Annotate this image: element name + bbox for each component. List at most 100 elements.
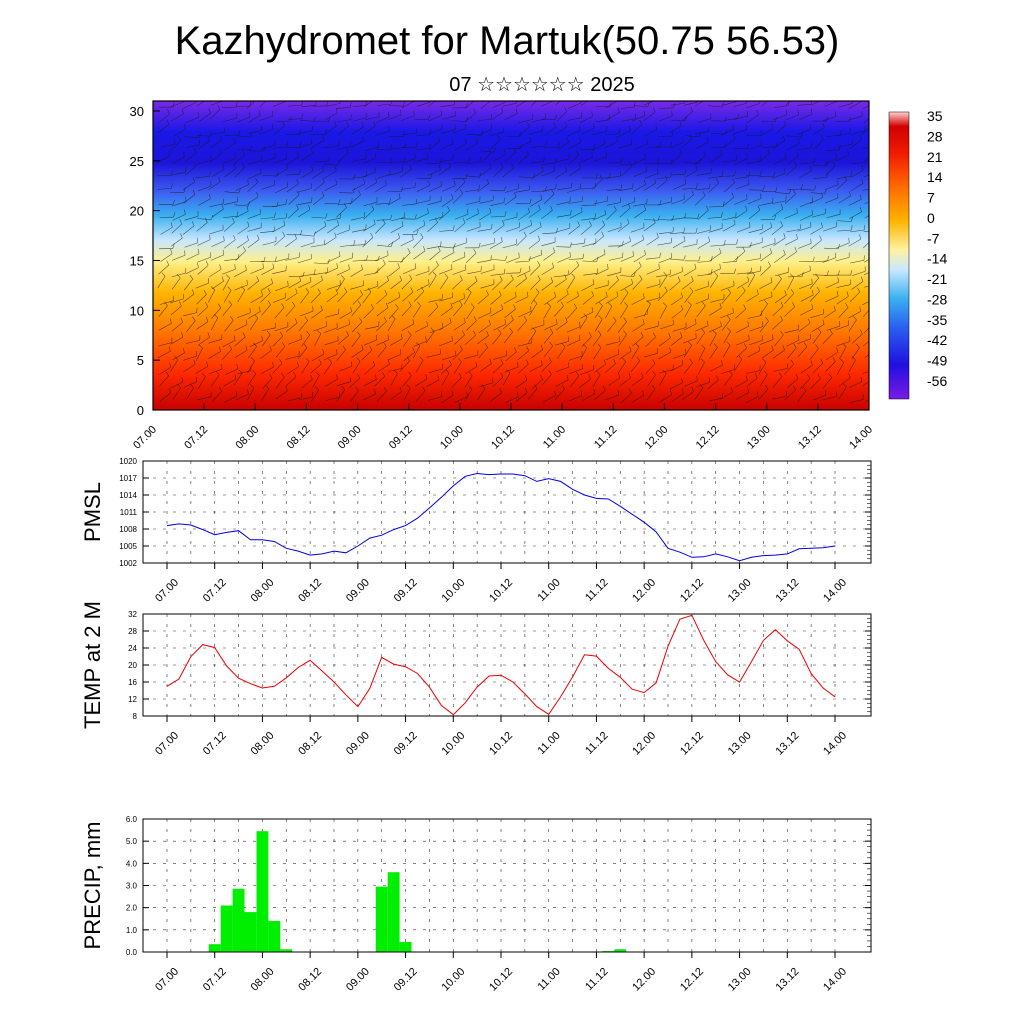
- x-tick-label: 10.00: [439, 730, 467, 758]
- x-tick-label: 13.12: [773, 730, 801, 758]
- x-tick-label: 11.12: [583, 730, 610, 757]
- x-tick-label: 14.00: [821, 730, 849, 758]
- x-tick-label: 10.12: [487, 730, 515, 758]
- y-tick-label: 1014: [119, 491, 137, 500]
- panel-background: [143, 461, 871, 563]
- x-tick-label: 10.12: [487, 577, 515, 605]
- x-tick-label: 12.00: [630, 577, 658, 605]
- wind-barb-flag: [875, 250, 876, 255]
- x-tick-label: 10.00: [439, 577, 467, 605]
- x-tick-label: 11.00: [535, 577, 562, 604]
- y-tick-label: 3.0: [126, 882, 138, 891]
- x-tick-label: 10.12: [487, 966, 515, 994]
- y-tick-label: 1011: [120, 508, 138, 517]
- precip-bar: [221, 906, 233, 953]
- y-tick-label: 1017: [119, 474, 137, 483]
- x-tick-label: 13.12: [773, 577, 801, 605]
- wind-barb-flag: [872, 333, 874, 338]
- heatmap-y-tick-label: 15: [130, 253, 144, 268]
- heatmap-y-tick-label: 10: [130, 303, 144, 318]
- colorbar-label: -7: [927, 230, 940, 246]
- colorbar-scale: [889, 112, 909, 399]
- heatmap-x-tick-label: 07.12: [182, 424, 210, 452]
- x-tick-label: 13.12: [773, 966, 801, 994]
- heatmap-y-tick-label: 20: [130, 204, 144, 219]
- x-tick-label: 13.00: [726, 730, 754, 758]
- y-tick-label: 16: [128, 678, 137, 687]
- wind-barb-flag: [874, 294, 875, 299]
- x-tick-label: 14.00: [821, 966, 849, 994]
- y-tick-label: 6.0: [126, 815, 138, 824]
- heatmap-x-tick-label: 10.12: [489, 424, 517, 452]
- wind-barb-flag: [877, 143, 878, 148]
- heatmap-x-tick-label: 08.00: [233, 424, 261, 452]
- heatmap-x-tick-label: 07.00: [131, 424, 159, 452]
- wind-barb-flag: [705, 93, 707, 98]
- colorbar-label: 28: [927, 128, 943, 144]
- colorbar-label: -21: [927, 271, 947, 287]
- x-tick-label: 09.12: [392, 730, 420, 758]
- wind-barb-flag: [871, 318, 874, 322]
- wind-barb-flag: [869, 302, 872, 306]
- y-tick-label: 1.0: [126, 926, 138, 935]
- x-tick-label: 08.00: [249, 730, 277, 758]
- x-tick-label: 13.00: [726, 577, 754, 605]
- wind-barb-flag: [254, 95, 256, 99]
- y-tick-label: 2.0: [126, 904, 138, 913]
- x-tick-label: 07.00: [153, 577, 181, 605]
- colorbar-label: -14: [927, 251, 947, 267]
- colorbar-label: -56: [927, 373, 947, 389]
- x-tick-label: 12.12: [678, 577, 706, 605]
- x-tick-label: 09.00: [344, 577, 372, 605]
- wind-barb-flag: [490, 95, 492, 100]
- heatmap-x-tick-label: 13.00: [745, 424, 773, 452]
- x-tick-label: 12.12: [678, 730, 706, 758]
- colorbar-label: -35: [927, 312, 947, 328]
- y-axis-title: PRECIP, mm: [80, 822, 105, 950]
- precip-bar: [376, 887, 388, 952]
- precip-bar: [209, 944, 221, 952]
- x-tick-label: 08.12: [296, 730, 324, 758]
- x-tick-label: 07.00: [153, 730, 181, 758]
- heatmap-x-tick-label: 10.00: [438, 424, 466, 452]
- precip-bar: [233, 889, 245, 952]
- x-tick-label: 08.00: [249, 577, 277, 605]
- heatmap-y-tick-label: 5: [137, 353, 144, 368]
- x-tick-label: 08.00: [249, 966, 277, 994]
- heatmap-x-tick-label: 13.12: [796, 424, 824, 452]
- y-tick-label: 20: [128, 661, 137, 670]
- wind-barb-flag: [876, 183, 877, 188]
- x-tick-label: 12.12: [678, 966, 706, 994]
- colorbar-label: 21: [927, 149, 943, 165]
- x-tick-label: 09.00: [344, 730, 372, 758]
- wind-barb-flag: [823, 94, 824, 99]
- y-tick-label: 5.0: [126, 837, 138, 846]
- y-axis-title: TEMP at 2 M: [80, 601, 105, 729]
- y-tick-label: 4.0: [126, 859, 138, 868]
- heatmap-y-tick-label: 25: [130, 154, 144, 169]
- y-tick-label: 0.0: [126, 948, 138, 957]
- y-tick-label: 32: [128, 610, 137, 619]
- y-axis-title: PMSL: [80, 482, 105, 542]
- x-tick-label: 11.12: [583, 966, 610, 993]
- x-tick-label: 11.00: [535, 730, 562, 757]
- y-tick-label: 1020: [119, 457, 137, 466]
- heatmap-x-tick-label: 12.12: [694, 424, 722, 452]
- x-tick-label: 09.12: [392, 966, 420, 994]
- x-tick-label: 07.12: [201, 577, 229, 605]
- heatmap-x-tick-label: 12.00: [643, 424, 671, 452]
- x-tick-label: 09.12: [392, 577, 420, 605]
- precip-bar: [257, 831, 269, 952]
- x-tick-label: 14.00: [821, 577, 849, 605]
- x-tick-label: 13.00: [726, 966, 754, 994]
- wind-barb-flag: [873, 344, 875, 349]
- colorbar-label: 14: [927, 169, 943, 185]
- x-tick-label: 07.12: [201, 966, 229, 994]
- y-tick-label: 28: [128, 627, 137, 636]
- heatmap-x-tick-label: 14.00: [847, 424, 875, 452]
- chart-title: Kazhydromet for Martuk(50.75 56.53): [175, 19, 840, 63]
- panel-background: [143, 614, 871, 716]
